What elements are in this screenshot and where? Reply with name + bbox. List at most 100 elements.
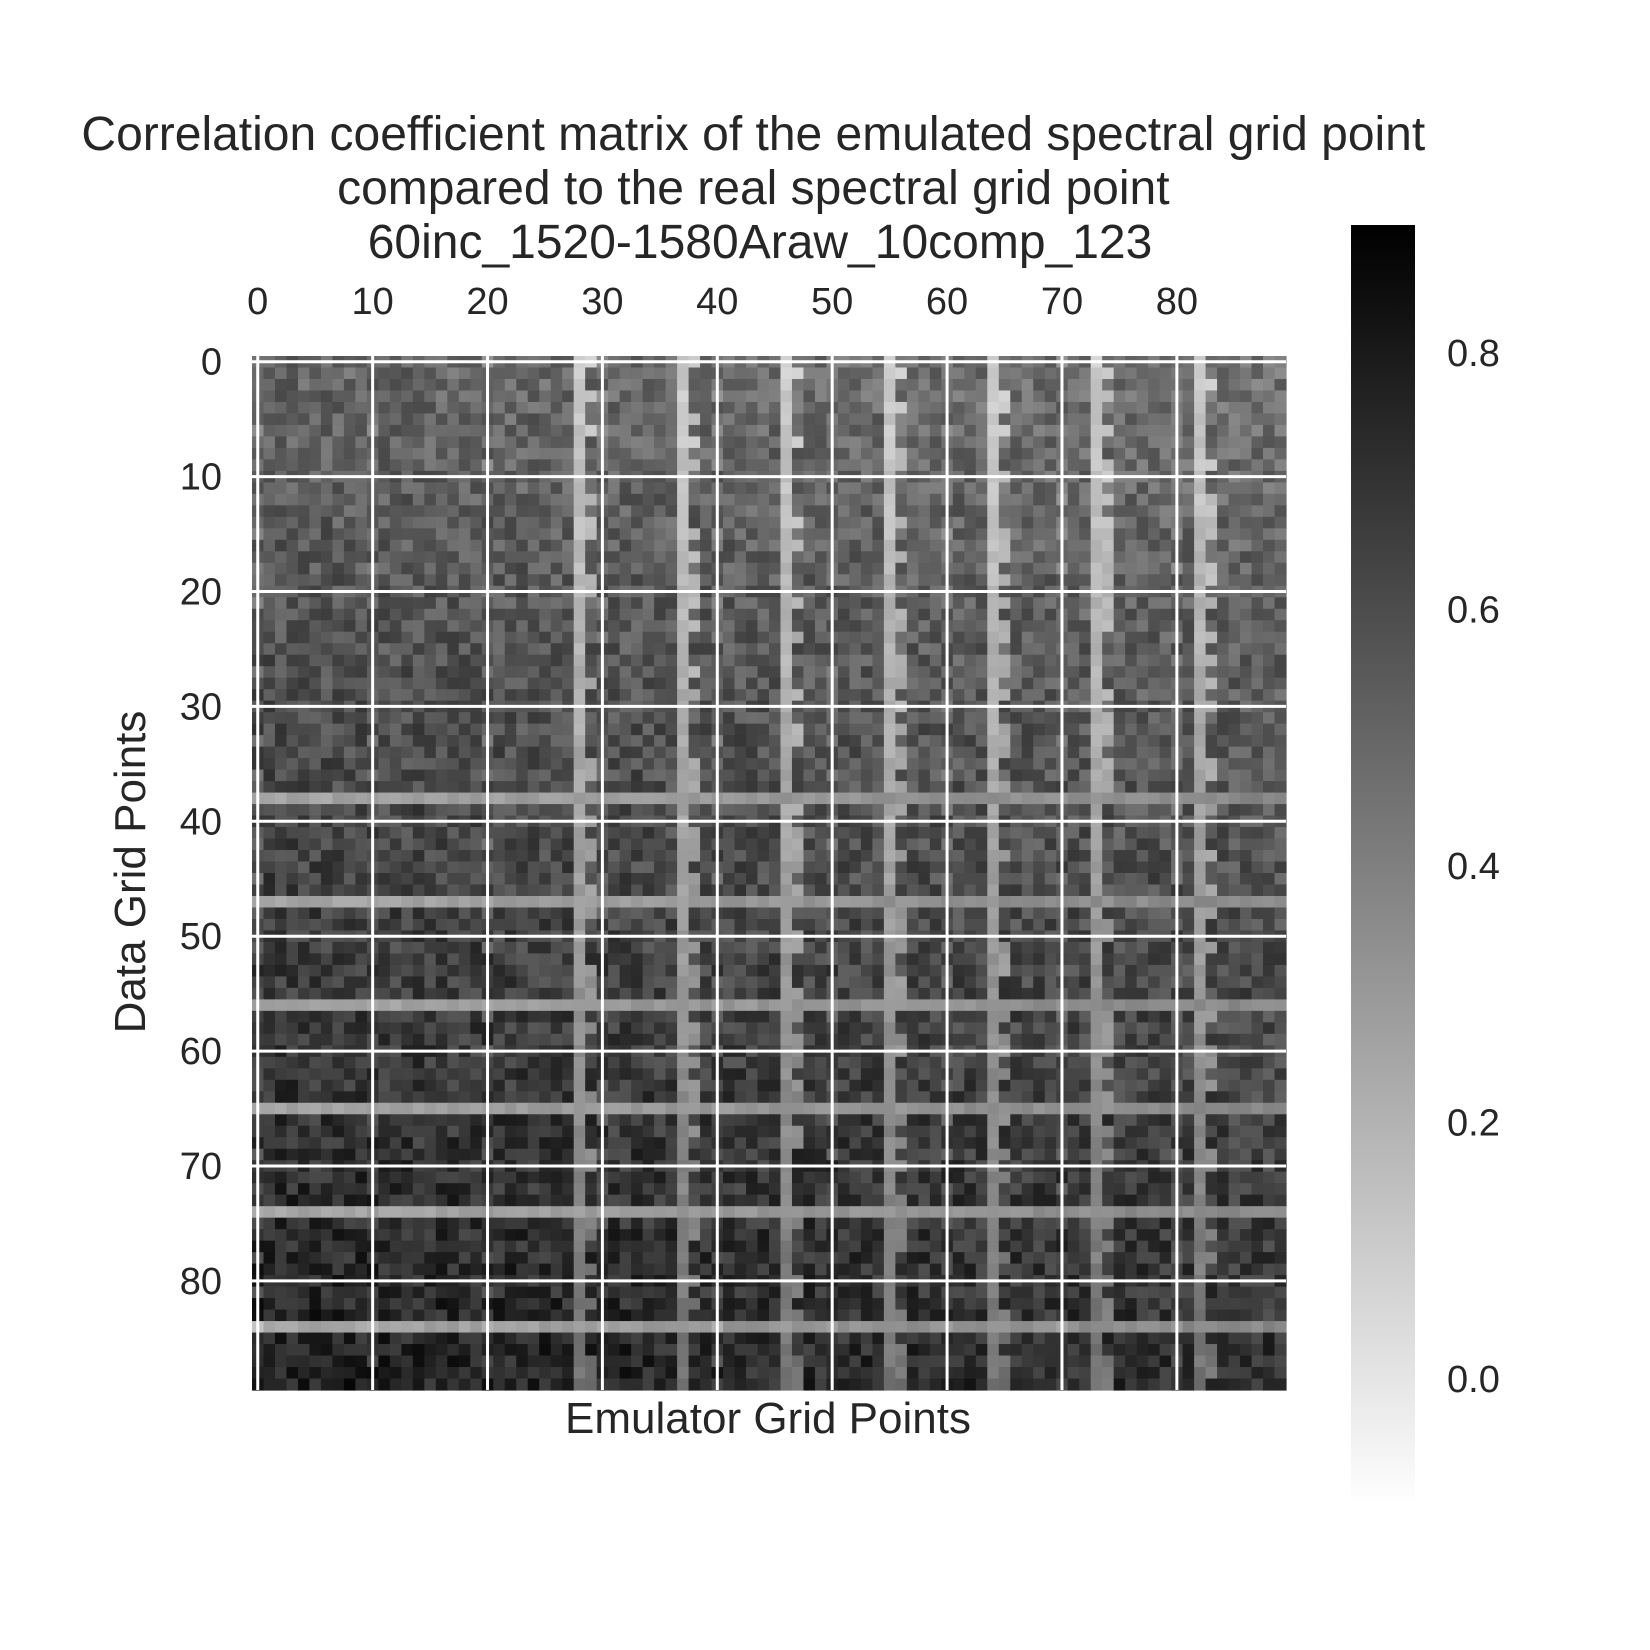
- heatmap-cell: [860, 539, 873, 552]
- heatmap-cell: [883, 712, 896, 725]
- heatmap-cell: [1125, 861, 1138, 874]
- heatmap-cell: [1010, 620, 1023, 633]
- heatmap-cell: [814, 941, 828, 955]
- heatmap-cell: [573, 459, 586, 472]
- heatmap-cell: [654, 528, 667, 541]
- heatmap-cell: [1240, 735, 1253, 748]
- heatmap-cell: [734, 792, 747, 805]
- heatmap-cell: [435, 459, 448, 472]
- heatmap-cell: [1113, 918, 1126, 932]
- heatmap-cell: [791, 562, 805, 575]
- heatmap-cell: [424, 424, 437, 438]
- heatmap-cell: [1205, 884, 1218, 897]
- heatmap-cell: [619, 608, 632, 621]
- heatmap-cell: [883, 804, 896, 817]
- heatmap-cell: [1159, 827, 1172, 840]
- heatmap-cell: [1113, 401, 1126, 415]
- heatmap-cell: [286, 804, 299, 817]
- heatmap-cell: [631, 804, 644, 817]
- heatmap-cell: [688, 712, 701, 725]
- heatmap-cell: [723, 413, 736, 426]
- heatmap-cell: [320, 953, 334, 966]
- heatmap-cell: [1079, 493, 1092, 506]
- heatmap-cell: [780, 401, 793, 415]
- heatmap-cell: [1217, 723, 1230, 736]
- heatmap-cell: [343, 597, 356, 610]
- heatmap-cell: [608, 631, 621, 644]
- heatmap-cell: [332, 424, 345, 438]
- heatmap-cell: [1194, 723, 1207, 736]
- heatmap-cell: [746, 964, 759, 977]
- heatmap-cell: [1263, 964, 1276, 977]
- heatmap-cell: [1079, 631, 1092, 644]
- heatmap-cell: [608, 493, 621, 506]
- heatmap-cell: [895, 631, 908, 644]
- heatmap-cell: [1079, 459, 1092, 472]
- heatmap-cell: [412, 987, 425, 1000]
- heatmap-cell: [608, 850, 621, 863]
- heatmap-cell: [746, 987, 759, 1000]
- heatmap-cell: [1021, 551, 1034, 564]
- heatmap-cell: [1010, 459, 1023, 472]
- heatmap-cell: [527, 976, 540, 989]
- heatmap-cell: [906, 735, 919, 748]
- heatmap-cell: [872, 666, 885, 679]
- heatmap-cell: [1113, 482, 1126, 495]
- heatmap-cell: [837, 574, 851, 587]
- heatmap-cell: [585, 574, 598, 587]
- heatmap-cell: [608, 677, 621, 690]
- heatmap-cell: [1010, 781, 1023, 794]
- heatmap-cell: [378, 608, 391, 621]
- heatmap-cell: [791, 574, 805, 587]
- heatmap-cell: [631, 689, 644, 702]
- heatmap-cell: [883, 413, 896, 426]
- heatmap-cell: [297, 539, 311, 552]
- heatmap-cell: [550, 597, 563, 610]
- heatmap-cell: [1240, 436, 1253, 449]
- heatmap-cell: [1228, 459, 1241, 472]
- heatmap-cell: [263, 941, 276, 955]
- heatmap-cell: [998, 424, 1011, 438]
- heatmap-cell: [1251, 447, 1264, 460]
- heatmap-cell: [274, 792, 288, 805]
- heatmap-cell: [906, 723, 919, 736]
- heatmap-cell: [1113, 861, 1126, 874]
- heatmap-cell: [1079, 539, 1092, 552]
- heatmap-cell: [895, 758, 908, 771]
- heatmap-cell: [1033, 827, 1046, 840]
- heatmap-cell: [516, 447, 529, 460]
- heatmap-cell: [286, 493, 299, 506]
- heatmap-cell: [1159, 401, 1172, 415]
- heatmap-cell: [263, 367, 276, 380]
- heatmap-cell: [998, 539, 1011, 552]
- heatmap-cell: [769, 505, 782, 518]
- heatmap-cell: [1136, 677, 1149, 690]
- heatmap-cell: [1113, 413, 1126, 426]
- heatmap-cell: [412, 643, 425, 656]
- heatmap-cell: [1182, 918, 1195, 932]
- heatmap-cell: [585, 895, 598, 909]
- heatmap-cell: [677, 367, 690, 380]
- heatmap-cell: [539, 643, 552, 656]
- heatmap-cell: [1228, 378, 1241, 392]
- heatmap-cell: [642, 804, 655, 817]
- heatmap-cell: [585, 516, 598, 529]
- heatmap-cell: [389, 482, 402, 495]
- heatmap-cell: [562, 447, 575, 460]
- heatmap-cell: [1159, 539, 1172, 552]
- heatmap-cell: [700, 528, 713, 541]
- heatmap-cell: [1113, 551, 1126, 564]
- heatmap-cell: [1067, 827, 1080, 840]
- heatmap-cell: [665, 424, 678, 438]
- heatmap-cell: [791, 608, 805, 621]
- heatmap-cell: [734, 597, 747, 610]
- heatmap-cell: [975, 758, 988, 771]
- heatmap-cell: [1240, 769, 1253, 782]
- heatmap-cell: [504, 505, 517, 518]
- heatmap-cell: [309, 895, 322, 909]
- heatmap-cell: [608, 746, 621, 759]
- heatmap-cell: [562, 712, 575, 725]
- heatmap-cell: [998, 367, 1011, 380]
- heatmap-cell: [1240, 873, 1253, 886]
- heatmap-cell: [1274, 804, 1287, 817]
